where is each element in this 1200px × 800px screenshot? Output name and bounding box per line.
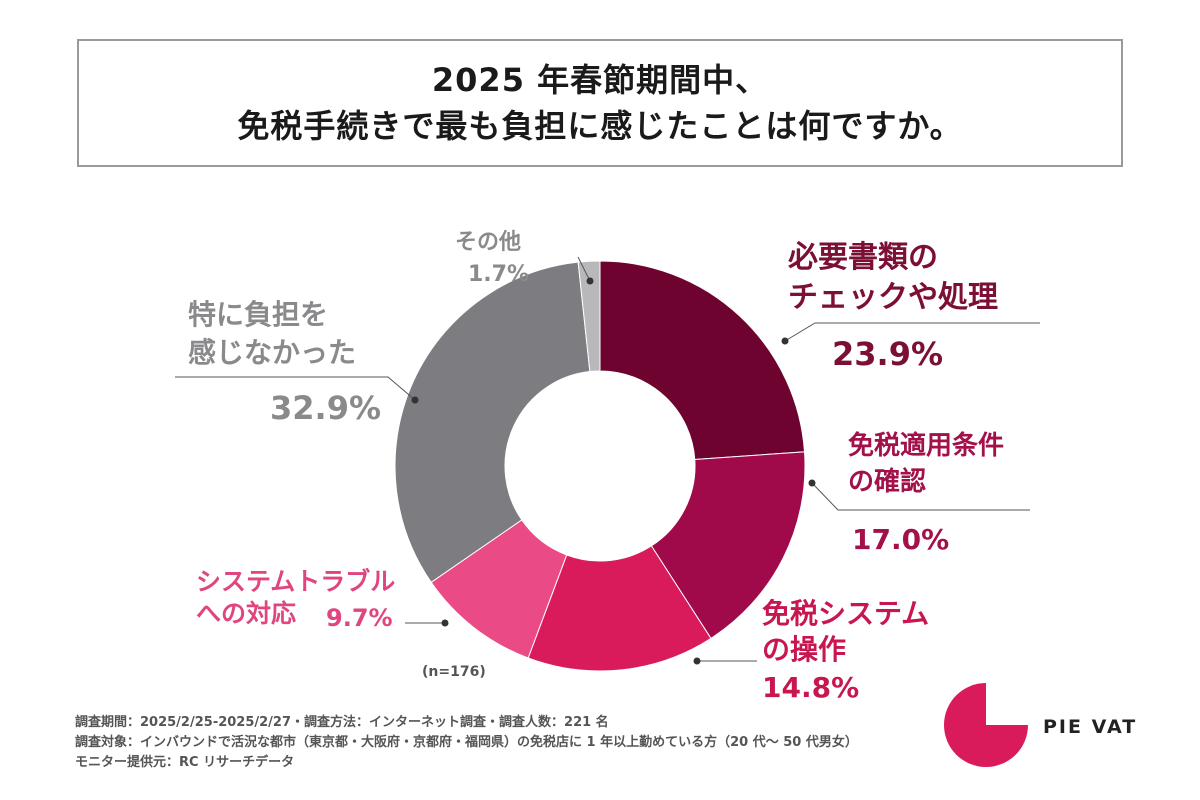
pct-document-check-value: 23.9% <box>832 335 944 373</box>
pie-vat-logo-icon <box>944 683 1028 767</box>
leader-other-dot <box>586 277 594 285</box>
label-eligibility-check-line1: 免税適用条件 <box>848 431 1005 461</box>
pct-system-trouble-value: 9.7% <box>326 604 393 632</box>
label-no-burden-line2: 感じなかった <box>188 336 357 369</box>
pct-no-burden-value: 32.9% <box>270 389 382 427</box>
label-other-line1: その他 <box>455 230 522 255</box>
leader-document-check-dot <box>781 337 789 345</box>
label-system-trouble-line1: システムトラブル <box>196 567 396 596</box>
title-box: 2025 年春節期間中、 免税手続きで最も負担に感じたことは何ですか。 <box>77 39 1123 167</box>
leader-eligibility-check-dot <box>808 479 816 487</box>
sample-size-label: (n=176) <box>422 664 486 680</box>
survey-note-provider: モニター提供元：RC リサーチデータ <box>75 755 295 770</box>
pct-document-check: 23.9% <box>832 334 943 374</box>
leader-document-check <box>784 322 1040 342</box>
leader-system-trouble-dot <box>441 619 449 627</box>
label-system-operation-line1: 免税システム <box>762 597 930 630</box>
pct-eligibility-check-value: 17.0% <box>852 523 950 556</box>
leader-eligibility-check <box>811 482 1030 511</box>
pct-system-operation-value: 14.8% <box>762 671 860 704</box>
label-system-trouble: システムトラブル への対応 <box>196 566 395 630</box>
slice-system-operation <box>527 545 712 672</box>
leader-no-burden <box>175 376 416 401</box>
title-line-1: 2025 年春節期間中、 <box>431 61 769 99</box>
leader-other <box>577 256 591 282</box>
label-document-check-line1: 必要書類の <box>788 240 938 275</box>
pct-eligibility-check: 17.0% <box>852 520 949 560</box>
pct-system-operation: 14.8% <box>762 668 859 708</box>
label-no-burden: 特に負担を 感じなかった <box>188 296 356 372</box>
leader-no-burden-dot <box>411 396 419 404</box>
label-system-operation-line2: の操作 <box>762 633 847 666</box>
pct-no-burden: 32.9% <box>270 388 381 428</box>
slice-other <box>577 260 601 373</box>
slice-eligibility-check <box>650 451 806 640</box>
label-document-check: 必要書類の チェックや処理 <box>788 238 998 318</box>
title-line-2: 免税手続きで最も負担に感じたことは何ですか。 <box>237 107 963 145</box>
label-other: その他 <box>455 228 521 258</box>
slice-no-burden <box>394 261 591 583</box>
label-eligibility-check: 免税適用条件 の確認 <box>848 428 1004 500</box>
label-no-burden-line1: 特に負担を <box>188 298 329 331</box>
slice-document-check <box>599 260 806 460</box>
pct-other-value: 1.7% <box>468 262 530 287</box>
pct-other: 1.7% <box>468 260 529 290</box>
survey-note-period: 調査期間：2025/2/25-2025/2/27・調査方法：インターネット調査・… <box>75 715 609 730</box>
label-eligibility-check-line2: の確認 <box>848 467 927 497</box>
label-system-operation: 免税システム の操作 <box>762 596 929 668</box>
pct-system-trouble: 9.7% <box>326 602 393 634</box>
survey-note-target: 調査対象：インバウンドで活況な都市（東京都・大阪府・京都府・福岡県）の免税店に … <box>75 735 858 750</box>
label-system-trouble-line2: への対応 <box>196 599 297 628</box>
leader-system-operation-dot <box>693 657 701 665</box>
logo-text: PIE VAT <box>1043 716 1138 738</box>
label-document-check-line2: チェックや処理 <box>788 280 998 315</box>
